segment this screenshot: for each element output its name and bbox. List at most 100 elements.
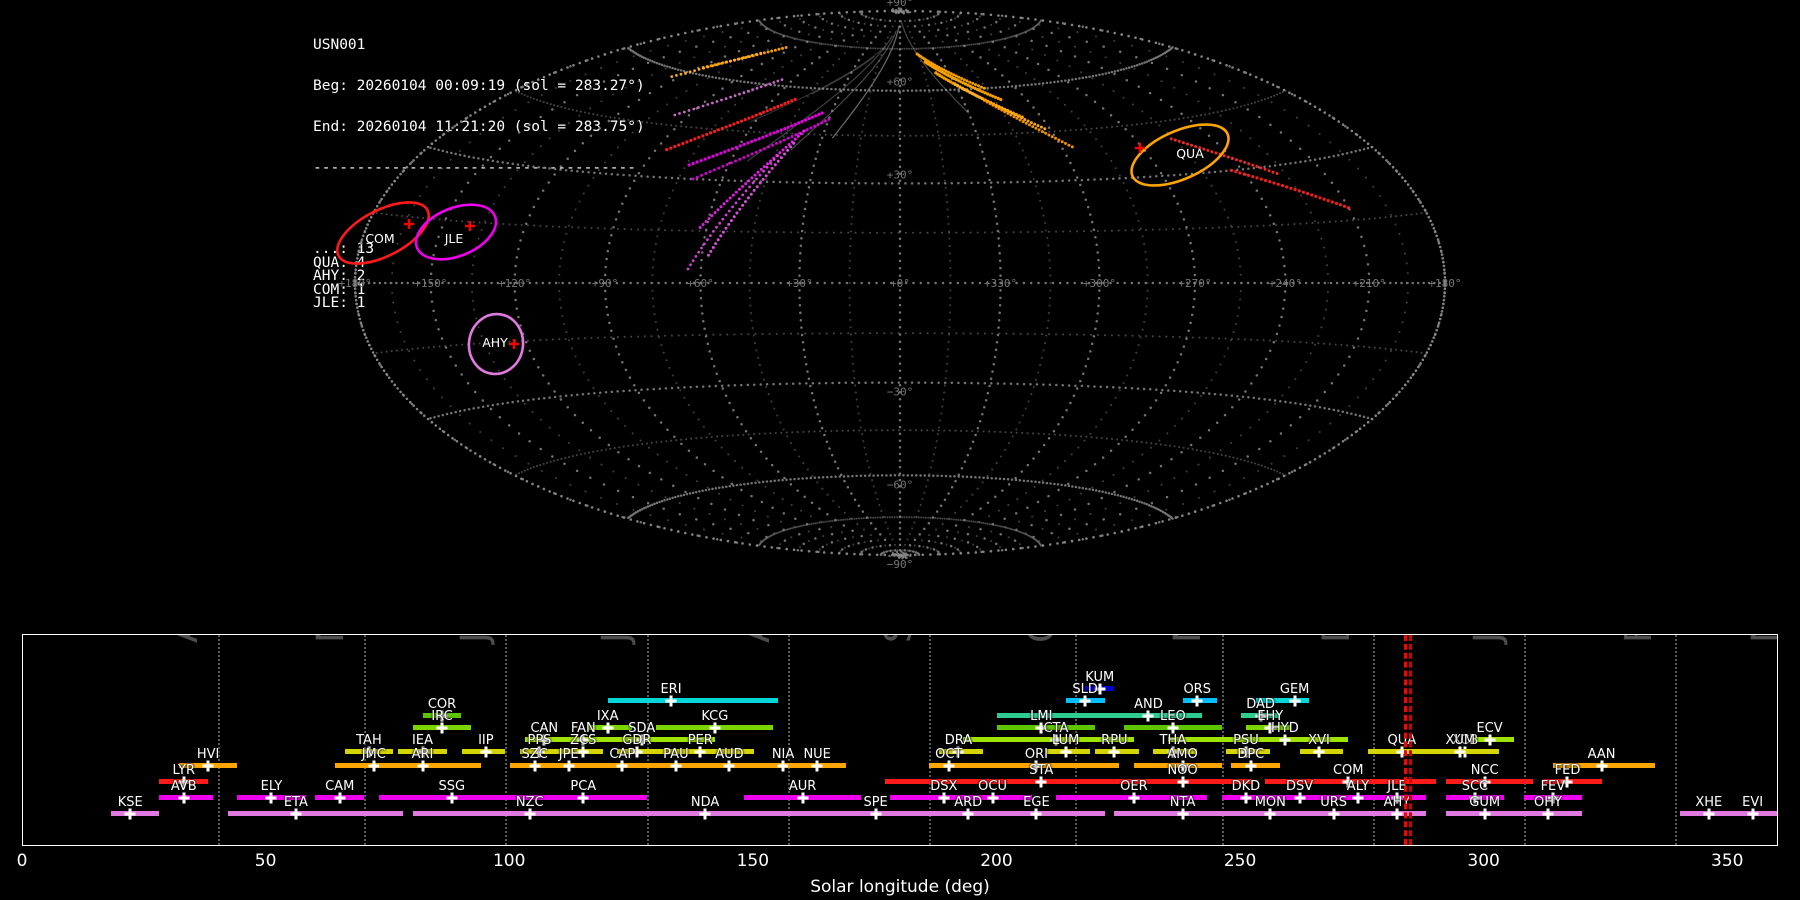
hammer-projection-svg: QUA COM JLE AHY +180° +150° +120° +90° +60° +30°…: [0, 0, 1800, 630]
month-label-nov: NOV: [1166, 634, 1209, 643]
shower-peak-marker: [1031, 808, 1042, 819]
shower-peak-marker: [437, 722, 448, 733]
x-tick-300: 300: [1467, 851, 1499, 871]
current-solar-longitude-marker-shadow: [1409, 635, 1412, 845]
shower-peak-marker: [1294, 792, 1305, 803]
shower-peak-marker: [1167, 722, 1178, 733]
shower-bar-eta[interactable]: [228, 811, 403, 816]
shower-peak-marker: [724, 760, 735, 771]
month-label-jan: JAN: [1466, 634, 1509, 643]
shower-peak-marker: [368, 760, 379, 771]
shower-peak-marker: [1479, 808, 1490, 819]
month-label-may: MAY: [309, 634, 352, 643]
lat-tick-label: −30°: [887, 386, 914, 399]
shower-peak-marker: [1596, 760, 1607, 771]
shower-peak-marker: [670, 760, 681, 771]
x-tick-0: 0: [17, 851, 28, 871]
shower-peak-marker: [1245, 760, 1256, 771]
lon-tick-label: +270°: [1178, 277, 1211, 290]
lon-tick-label: +300°: [1083, 277, 1116, 290]
shower-peak-marker: [1177, 776, 1188, 787]
shower-peak-marker: [1177, 808, 1188, 819]
shower-peak-marker: [1192, 695, 1203, 706]
lon-tick-label: +60°: [687, 277, 714, 290]
x-tick-150: 150: [737, 851, 769, 871]
shower-peak-marker: [1455, 746, 1466, 757]
sky-map-panel: QUA COM JLE AHY +180° +150° +120° +90° +60° +30°…: [0, 0, 1800, 630]
shower-peak-marker: [578, 746, 589, 757]
shower-peak-marker: [1747, 808, 1758, 819]
shower-peak-marker: [1143, 710, 1154, 721]
shower-bar-noo[interactable]: [1085, 779, 1251, 784]
month-label-sep: SEP: [877, 634, 920, 643]
radiant-label: AHY: [482, 335, 508, 350]
month-separator: [1675, 635, 1677, 845]
shower-peak-marker: [1543, 808, 1554, 819]
shower-peak-marker: [709, 722, 720, 733]
shower-peak-marker: [578, 792, 589, 803]
shower-peak-marker: [943, 760, 954, 771]
lat-tick-label: +60°: [887, 76, 914, 89]
shower-peak-marker: [1240, 792, 1251, 803]
lon-tick-label: +180°: [1428, 277, 1461, 290]
shower-peak-marker: [812, 760, 823, 771]
shower-peak-marker: [938, 792, 949, 803]
radiant-overlays: QUA COM JLE AHY: [328, 112, 1237, 378]
shower-peak-marker: [700, 808, 711, 819]
shower-peak-marker: [1391, 808, 1402, 819]
month-label-oct: OCT: [1020, 634, 1063, 643]
shower-peak-marker: [178, 792, 189, 803]
shower-peak-marker: [334, 792, 345, 803]
lon-tick-label: +90°: [592, 277, 619, 290]
radiant-label: COM: [365, 231, 394, 246]
lon-tick-label: +180°: [338, 277, 371, 290]
lat-tick-label: −60°: [887, 478, 914, 491]
lon-tick-label: +330°: [984, 277, 1017, 290]
timeline-x-axis: 0 50 100 150 200 250 300 350 Solar longitude (d…: [22, 845, 1778, 900]
shower-peak-marker: [1314, 746, 1325, 757]
shower-peak-marker: [563, 760, 574, 771]
lon-tick-label: +240°: [1269, 277, 1302, 290]
shower-peak-marker: [203, 760, 214, 771]
lon-tick-label: +30°: [786, 277, 813, 290]
shower-peak-marker: [480, 746, 491, 757]
shower-peak-marker: [1128, 792, 1139, 803]
shower-peak-marker: [1109, 746, 1120, 757]
shower-peak-marker: [1279, 734, 1290, 745]
radiant-com[interactable]: COM: [328, 190, 438, 276]
shower-peak-marker: [1484, 734, 1495, 745]
lon-tick-label: +150°: [414, 277, 447, 290]
meteor-activity-visualization: USN001 Beg: 20260104 00:09:19 (sol = 283…: [0, 0, 1800, 900]
shower-bar-ege[interactable]: [988, 811, 1105, 816]
x-tick-100: 100: [493, 851, 525, 871]
shower-peak-marker: [695, 746, 706, 757]
shower-bar-eri[interactable]: [608, 698, 779, 703]
radiant-qua[interactable]: QUA: [1123, 112, 1238, 198]
month-label-mar: MAR: [1744, 634, 1778, 643]
shower-peak-marker: [266, 792, 277, 803]
shower-activity-timeline[interactable]: APR MAY JUN JUL AUG SEP OCT NOV DEC JAN FEB MAR KUM…: [22, 634, 1778, 846]
grid-tick-labels: +180° +150° +120° +90° +60° +30° +0° +330° +300°…: [338, 0, 1461, 571]
shower-peak-marker: [446, 792, 457, 803]
month-label-dec: DEC: [1315, 634, 1358, 643]
lat-tick-label: +90°: [887, 0, 914, 9]
shower-peak-marker: [797, 792, 808, 803]
shower-bar-ari[interactable]: [379, 763, 481, 768]
radiant-label: QUA: [1176, 146, 1204, 161]
shower-peak-marker: [778, 760, 789, 771]
month-label-jul: JUL: [594, 634, 637, 643]
lon-tick-label: +0°: [890, 277, 910, 290]
shower-peak-marker: [602, 722, 613, 733]
shower-bar-nda[interactable]: [608, 811, 818, 816]
shower-peak-marker: [417, 760, 428, 771]
month-separator: [218, 635, 220, 845]
shower-peak-marker: [1036, 776, 1047, 787]
month-label-aug: AUG: [735, 634, 778, 643]
shower-peak-marker: [1289, 695, 1300, 706]
shower-peak-marker: [987, 792, 998, 803]
radiant-label: JLE: [444, 231, 464, 246]
sporadic-meteor-tracks: [665, 21, 1350, 271]
lon-tick-label: +210°: [1353, 277, 1386, 290]
shower-peak-marker: [1080, 695, 1091, 706]
shower-peak-marker: [1265, 808, 1276, 819]
